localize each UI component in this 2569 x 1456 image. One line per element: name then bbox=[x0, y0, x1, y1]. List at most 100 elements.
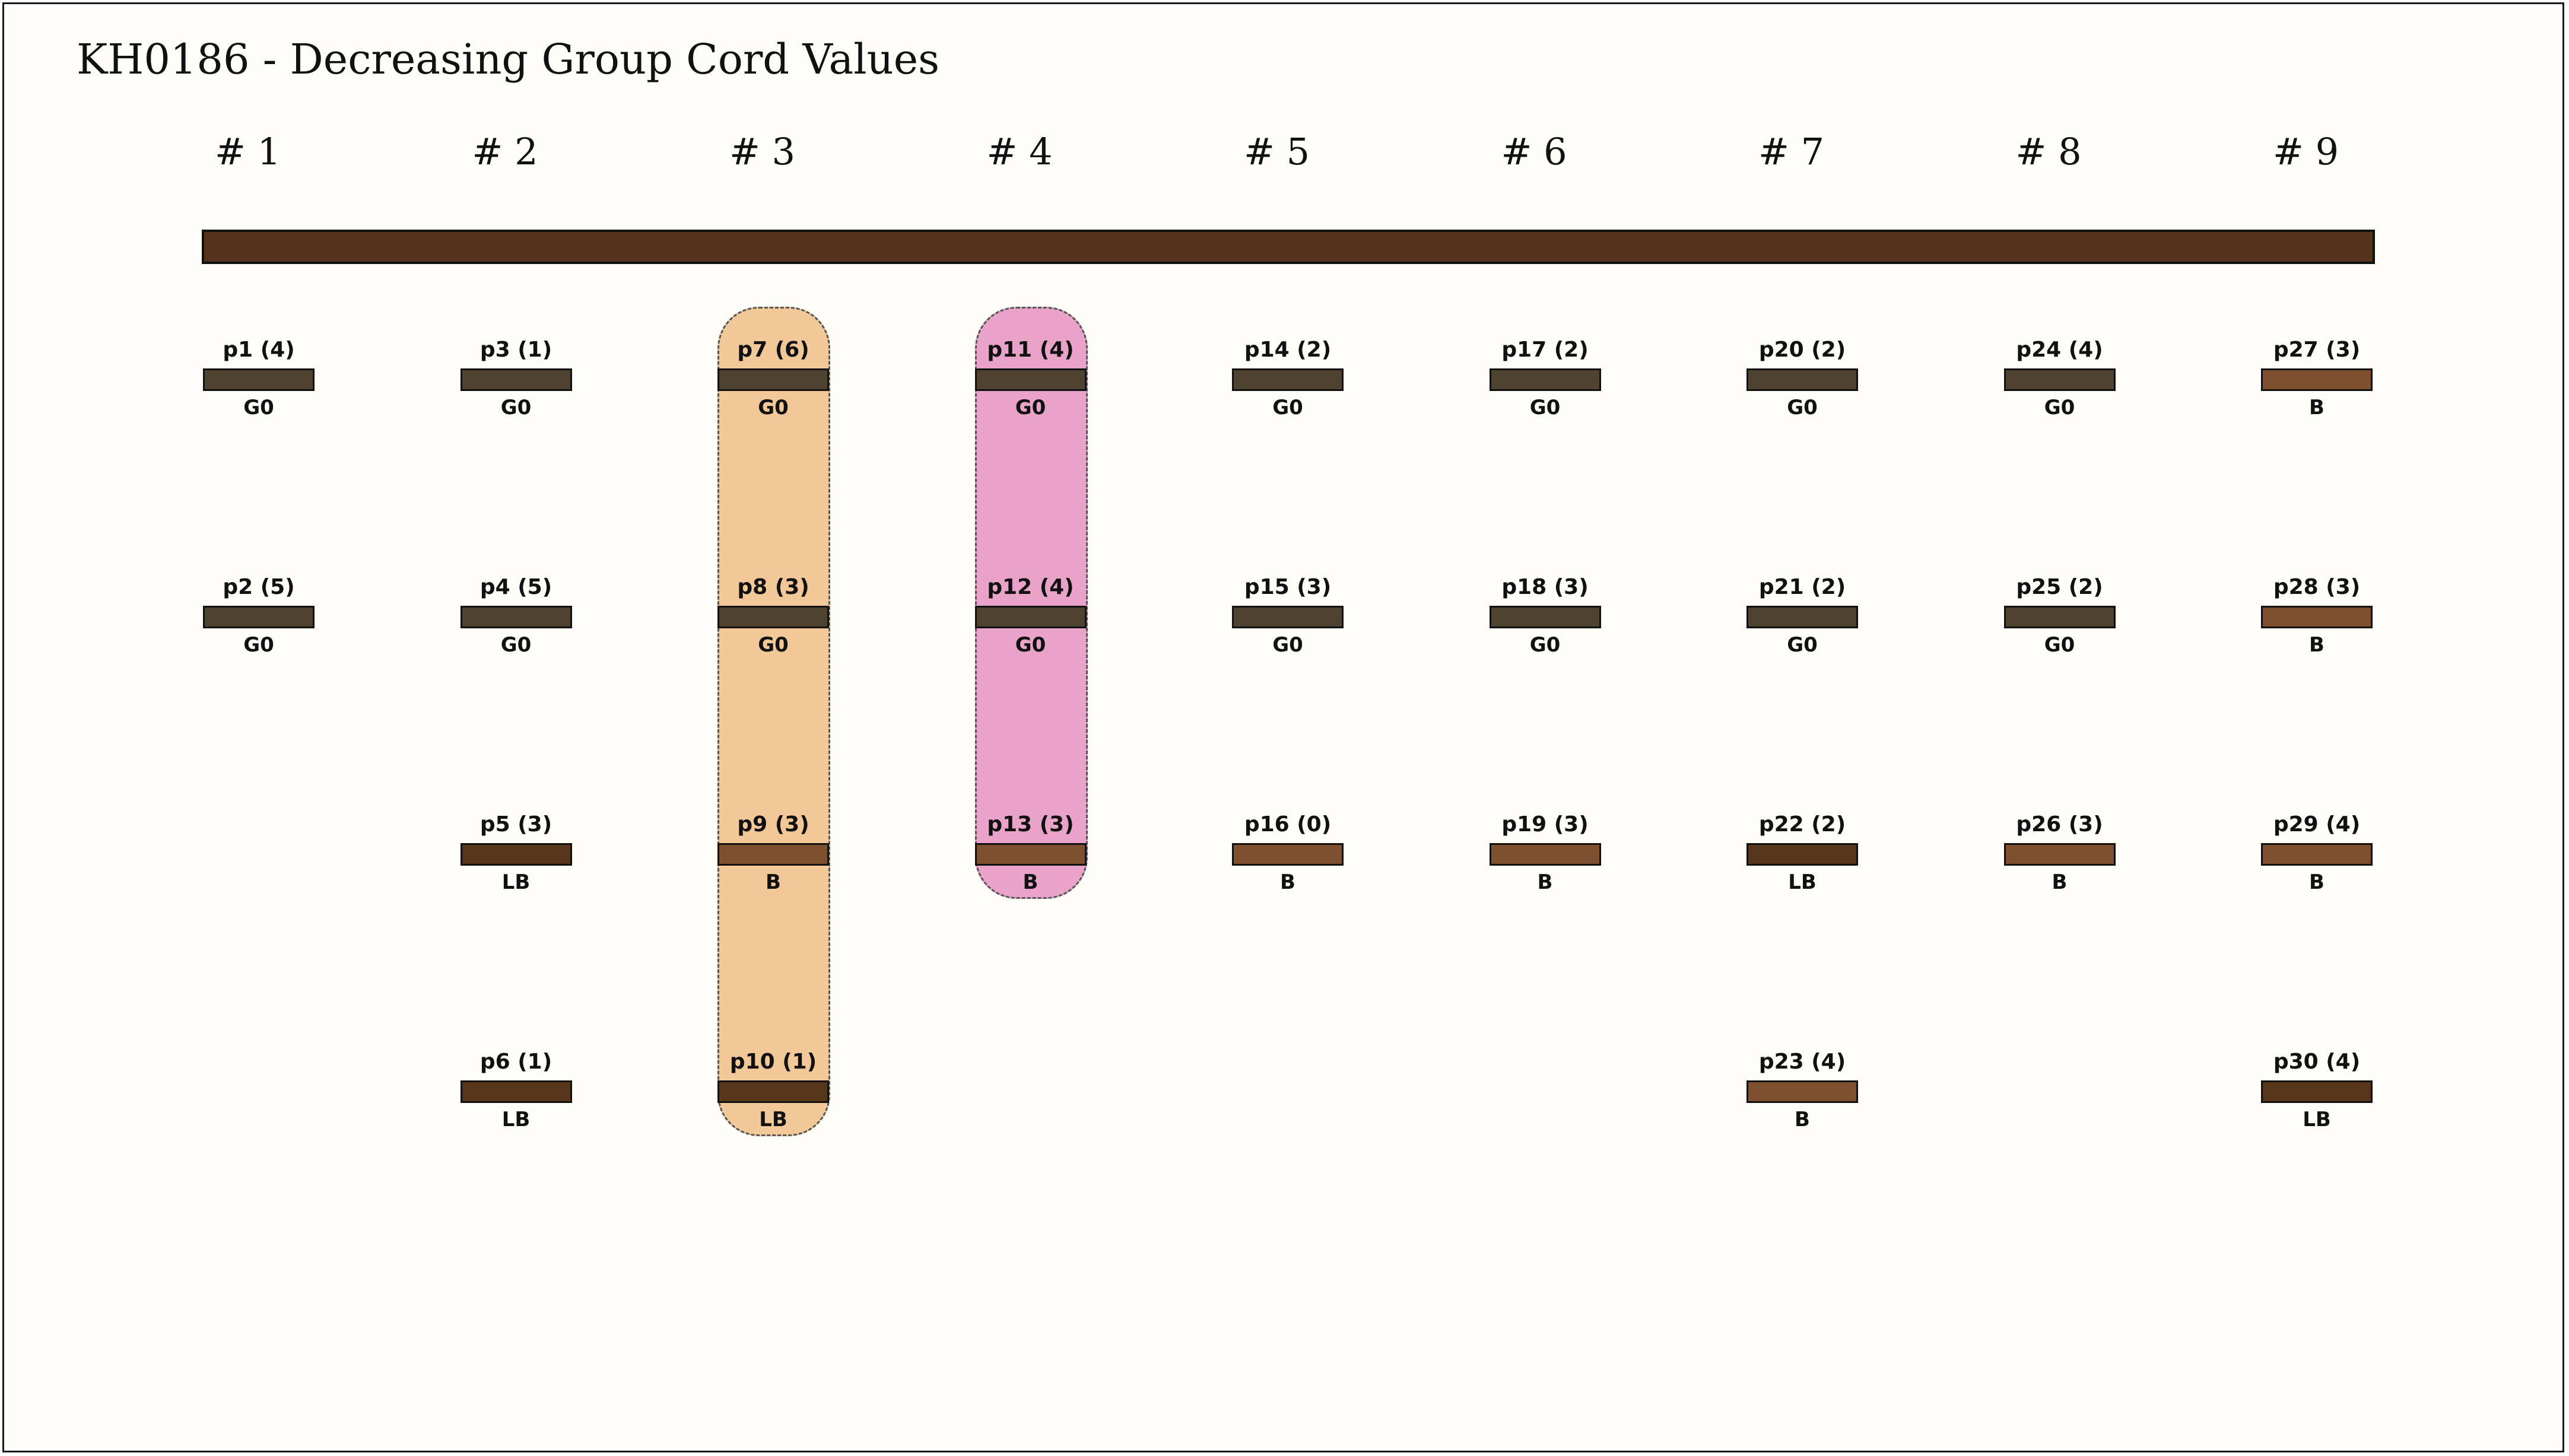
cord-color-code: LB bbox=[1788, 870, 1817, 894]
group-label: # 8 bbox=[2015, 130, 2082, 173]
cord-color-code: G0 bbox=[2044, 396, 2075, 419]
group-label: # 1 bbox=[215, 130, 281, 173]
pendant-cord[interactable] bbox=[2261, 843, 2373, 866]
pendant-cord[interactable] bbox=[1232, 368, 1344, 391]
group-highlight bbox=[717, 307, 830, 1136]
cord-color-code: G0 bbox=[243, 396, 274, 419]
pendant-cord[interactable] bbox=[2261, 1080, 2373, 1103]
cord-color-code: B bbox=[2309, 396, 2325, 419]
cord-color-code: G0 bbox=[758, 396, 789, 419]
group-highlight bbox=[974, 307, 1088, 899]
pendant-cord[interactable] bbox=[717, 843, 829, 866]
cord-color-code: G0 bbox=[2044, 633, 2075, 657]
cord-label: p22 (2) bbox=[1758, 812, 1846, 837]
group-label: # 3 bbox=[729, 130, 796, 173]
pendant-cord[interactable] bbox=[974, 843, 1087, 866]
cord-label: p7 (6) bbox=[737, 338, 809, 362]
cord-color-code: G0 bbox=[1529, 396, 1561, 419]
pendant-cord[interactable] bbox=[2261, 368, 2373, 391]
pendant-cord[interactable] bbox=[717, 1080, 829, 1103]
pendant-cord[interactable] bbox=[1746, 606, 1858, 628]
pendant-cord[interactable] bbox=[1746, 1080, 1858, 1103]
diagram-title: KH0186 - Decreasing Group Cord Values bbox=[77, 35, 940, 84]
pendant-cord[interactable] bbox=[2003, 843, 2116, 866]
group-label: # 5 bbox=[1244, 130, 1310, 173]
cord-label: p16 (0) bbox=[1244, 812, 1332, 837]
pendant-cord[interactable] bbox=[203, 368, 315, 391]
pendant-cord[interactable] bbox=[1746, 843, 1858, 866]
cord-label: p19 (3) bbox=[1501, 812, 1589, 837]
main-cord bbox=[202, 230, 2375, 264]
pendant-cord[interactable] bbox=[974, 606, 1087, 628]
pendant-cord[interactable] bbox=[717, 368, 829, 391]
cord-color-code: G0 bbox=[1272, 633, 1303, 657]
cord-color-code: B bbox=[1280, 870, 1295, 894]
cord-label: p24 (4) bbox=[2016, 338, 2103, 362]
pendant-cord[interactable] bbox=[717, 606, 829, 628]
cord-label: p30 (4) bbox=[2273, 1050, 2361, 1074]
cord-label: p1 (4) bbox=[223, 338, 295, 362]
pendant-cord[interactable] bbox=[1489, 368, 1601, 391]
cord-color-code: G0 bbox=[500, 396, 532, 419]
cord-label: p23 (4) bbox=[1758, 1050, 1846, 1074]
group-label: # 7 bbox=[1758, 130, 1825, 173]
cord-label: p20 (2) bbox=[1758, 338, 1846, 362]
cord-color-code: G0 bbox=[758, 633, 789, 657]
pendant-cord[interactable] bbox=[460, 368, 572, 391]
pendant-cord[interactable] bbox=[460, 606, 572, 628]
cord-label: p2 (5) bbox=[223, 575, 295, 599]
group-label: # 4 bbox=[986, 130, 1053, 173]
cord-color-code: B bbox=[1537, 870, 1553, 894]
cord-label: p8 (3) bbox=[737, 575, 809, 599]
pendant-cord[interactable] bbox=[2003, 606, 2116, 628]
cord-label: p28 (3) bbox=[2273, 575, 2361, 599]
cord-label: p18 (3) bbox=[1501, 575, 1589, 599]
group-label: # 2 bbox=[472, 130, 538, 173]
cord-label: p26 (3) bbox=[2016, 812, 2103, 837]
cord-color-code: LB bbox=[501, 1108, 531, 1131]
cord-label: p17 (2) bbox=[1501, 338, 1589, 362]
pendant-cord[interactable] bbox=[2003, 368, 2116, 391]
cord-color-code: G0 bbox=[1529, 633, 1561, 657]
cord-label: p15 (3) bbox=[1244, 575, 1332, 599]
cord-color-code: G0 bbox=[1015, 633, 1046, 657]
group-label: # 6 bbox=[1501, 130, 1567, 173]
cord-color-code: B bbox=[2309, 633, 2325, 657]
pendant-cord[interactable] bbox=[1232, 606, 1344, 628]
group-label: # 9 bbox=[2273, 130, 2339, 173]
cord-color-code: LB bbox=[2303, 1108, 2331, 1131]
pendant-cord[interactable] bbox=[460, 1080, 572, 1103]
cord-label: p27 (3) bbox=[2273, 338, 2361, 362]
cord-label: p13 (3) bbox=[987, 812, 1074, 837]
cord-color-code: G0 bbox=[1787, 396, 1818, 419]
pendant-cord[interactable] bbox=[974, 368, 1087, 391]
cord-color-code: B bbox=[2052, 870, 2068, 894]
cord-label: p14 (2) bbox=[1244, 338, 1332, 362]
pendant-cord[interactable] bbox=[203, 606, 315, 628]
cord-color-code: LB bbox=[501, 870, 531, 894]
pendant-cord[interactable] bbox=[1489, 843, 1601, 866]
cord-label: p10 (1) bbox=[729, 1050, 817, 1074]
cord-color-code: G0 bbox=[500, 633, 532, 657]
cord-color-code: B bbox=[2309, 870, 2325, 894]
cord-color-code: B bbox=[1795, 1108, 1810, 1131]
pendant-cord[interactable] bbox=[1746, 368, 1858, 391]
cord-label: p25 (2) bbox=[2016, 575, 2103, 599]
cord-color-code: G0 bbox=[1015, 396, 1046, 419]
cord-label: p4 (5) bbox=[479, 575, 552, 599]
pendant-cord[interactable] bbox=[1489, 606, 1601, 628]
cord-label: p12 (4) bbox=[987, 575, 1074, 599]
pendant-cord[interactable] bbox=[460, 843, 572, 866]
cord-label: p29 (4) bbox=[2273, 812, 2361, 837]
cord-label: p3 (1) bbox=[479, 338, 552, 362]
cord-label: p6 (1) bbox=[479, 1050, 552, 1074]
pendant-cord[interactable] bbox=[2261, 606, 2373, 628]
cord-label: p11 (4) bbox=[987, 338, 1074, 362]
cord-color-code: LB bbox=[759, 1108, 787, 1131]
pendant-cord[interactable] bbox=[1232, 843, 1344, 866]
cord-color-code: B bbox=[766, 870, 781, 894]
cord-color-code: G0 bbox=[1787, 633, 1818, 657]
cord-color-code: G0 bbox=[1272, 396, 1303, 419]
cord-color-code: B bbox=[1022, 870, 1039, 894]
